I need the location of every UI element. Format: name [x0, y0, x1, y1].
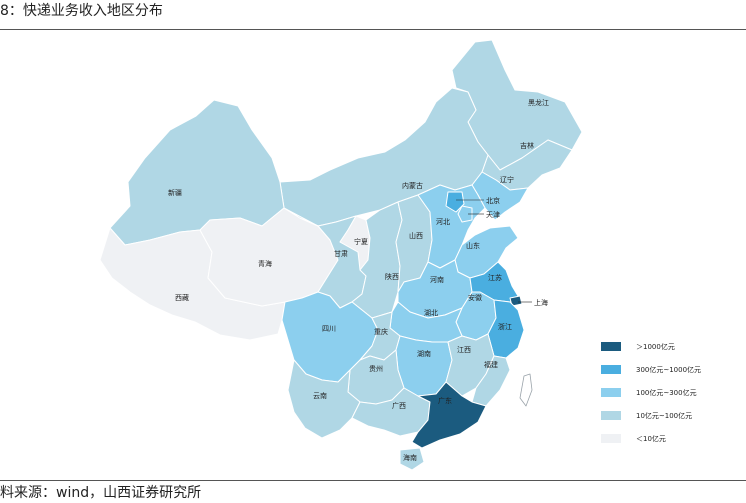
legend-swatch: [601, 434, 621, 443]
label-guizhou: 贵州: [369, 364, 383, 373]
label-shanxi: 山西: [409, 231, 423, 240]
label-jilin: 吉林: [520, 141, 534, 150]
top-rule: [0, 29, 746, 30]
label-beijing: 北京: [486, 196, 500, 205]
region-zhejiang[interactable]: [487, 299, 525, 359]
legend-item: 10亿元~100亿元: [601, 409, 741, 432]
legend-label: 300亿元~1000亿元: [636, 366, 702, 374]
label-jiangsu: 江苏: [488, 273, 502, 282]
label-neimenggu: 内蒙古: [402, 181, 423, 190]
label-xinjiang: 新疆: [168, 188, 182, 197]
label-hunan: 湖南: [417, 349, 431, 358]
region-guangdong[interactable]: [411, 381, 487, 449]
label-yunnan: 云南: [313, 391, 327, 400]
label-liaoning: 辽宁: [500, 175, 514, 184]
region-beijing[interactable]: [445, 191, 465, 213]
label-guangdong: 广东: [438, 396, 452, 405]
region-taiwan: [519, 373, 533, 407]
label-chongqing: 重庆: [374, 327, 388, 336]
label-qinghai: 青海: [258, 259, 272, 268]
china-map: 黑龙江 吉林 辽宁 内蒙古 新疆 西藏 青海 甘肃 宁夏 陕西 山西 河北 北京…: [99, 39, 583, 471]
label-henan: 河南: [430, 275, 444, 284]
label-hubei: 湖北: [424, 308, 438, 317]
legend-swatch: [601, 342, 621, 351]
legend-label: ＜10亿元: [636, 435, 666, 443]
legend-item: ＜10亿元: [601, 432, 741, 455]
region-hainan[interactable]: [399, 447, 425, 471]
region-xinjiang[interactable]: [109, 99, 285, 246]
region-hebei[interactable]: [417, 184, 486, 269]
legend-swatch: [601, 388, 621, 397]
map-legend: ＞1000亿元 300亿元~1000亿元 100亿元~300亿元 10亿元~10…: [601, 340, 741, 455]
label-gansu: 甘肃: [334, 249, 348, 258]
label-xizang: 西藏: [175, 293, 189, 302]
label-tianjin: 天津: [486, 211, 500, 219]
label-heilongjiang: 黑龙江: [528, 98, 549, 107]
label-guangxi: 广西: [392, 401, 406, 410]
legend-label: ＞1000亿元: [636, 343, 675, 351]
label-sichuan: 四川: [322, 325, 336, 333]
legend-item: 100亿元~300亿元: [601, 386, 741, 409]
label-hebei: 河北: [436, 218, 450, 226]
bottom-rule: [0, 480, 746, 481]
legend-swatch: [601, 411, 621, 420]
data-source: 料来源：wind，山西证券研究所: [0, 485, 202, 501]
label-hainan: 海南: [403, 453, 417, 462]
legend-swatch: [601, 365, 621, 374]
region-tianjin[interactable]: [457, 205, 473, 223]
label-ningxia: 宁夏: [354, 237, 368, 246]
label-jiangxi: 江西: [457, 346, 471, 354]
legend-item: ＞1000亿元: [601, 340, 741, 363]
figure-title: 8：快递业务收入地区分布: [0, 3, 163, 19]
legend-label: 10亿元~100亿元: [636, 412, 693, 420]
label-shaanxi: 陕西: [385, 272, 399, 281]
label-fujian: 福建: [484, 360, 498, 369]
legend-item: 300亿元~1000亿元: [601, 363, 741, 386]
label-zhejiang: 浙江: [498, 322, 512, 331]
label-anhui: 安徽: [468, 293, 482, 302]
legend-label: 100亿元~300亿元: [636, 389, 697, 397]
label-shandong: 山东: [466, 241, 480, 250]
label-shanghai: 上海: [534, 298, 548, 307]
